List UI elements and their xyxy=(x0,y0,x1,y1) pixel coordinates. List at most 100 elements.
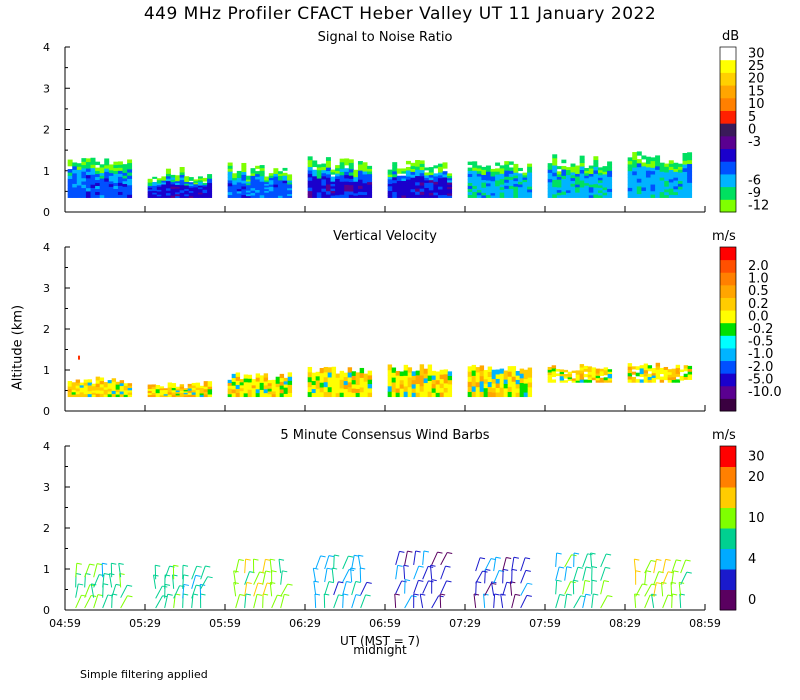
snr-cell xyxy=(264,188,270,191)
snr-cell xyxy=(522,186,528,189)
snr-cell xyxy=(188,189,194,192)
snr-cell xyxy=(607,170,613,174)
wind-barb-shaft xyxy=(483,593,486,608)
vv-cell xyxy=(423,368,429,374)
vv-cell xyxy=(591,367,597,371)
snr-cell xyxy=(499,178,505,182)
vv-cell xyxy=(471,380,477,387)
snr-cell xyxy=(387,183,393,187)
snr-cell xyxy=(259,178,265,182)
snr-cell xyxy=(282,172,288,176)
snr-cell xyxy=(259,170,265,174)
snr-cell xyxy=(428,182,434,186)
wind-barb-shaft xyxy=(324,568,328,583)
snr-cell xyxy=(325,160,331,165)
snr-cell xyxy=(485,180,491,184)
vv-cell xyxy=(443,373,449,379)
vv-cell xyxy=(659,376,665,380)
snr-cell xyxy=(673,188,679,193)
snr-cell xyxy=(348,184,354,189)
vv-cell xyxy=(467,366,473,372)
snr-cell xyxy=(565,192,571,196)
vv-cell xyxy=(423,387,429,393)
x-axis-label: UT (MST = 7) xyxy=(340,634,420,648)
snr-cell xyxy=(95,194,101,198)
snr-cell xyxy=(161,182,167,185)
snr-cell xyxy=(396,185,402,189)
wind-barb-flag xyxy=(270,581,276,584)
vv-cell xyxy=(195,389,201,393)
snr-cell xyxy=(72,194,78,198)
snr-cell xyxy=(165,178,171,182)
vv-cell xyxy=(155,388,161,392)
vv-cell xyxy=(659,367,665,372)
vv-cell xyxy=(163,395,169,398)
vv-cell xyxy=(559,380,565,383)
snr-cell xyxy=(641,169,647,174)
vv-cell xyxy=(71,382,77,386)
snr-cell xyxy=(367,181,373,185)
vv-cell xyxy=(415,379,421,385)
vv-cell xyxy=(335,381,341,386)
vv-cell xyxy=(399,392,405,398)
snr-cell xyxy=(575,165,581,169)
colorbar-label: -1.0 xyxy=(748,347,773,362)
vv-cell xyxy=(603,372,609,376)
snr-cell xyxy=(152,190,158,193)
wind-barb-shaft xyxy=(351,581,357,596)
colorbar-cell xyxy=(720,173,736,188)
wind-barb-shaft xyxy=(582,594,587,609)
vv-cell xyxy=(627,375,633,380)
snr-cell xyxy=(307,187,313,192)
wind-barb-shaft xyxy=(111,584,117,598)
snr-cell xyxy=(197,181,203,184)
snr-cell xyxy=(335,165,341,169)
wind-barb-flag xyxy=(257,582,263,585)
snr-cell xyxy=(552,154,558,159)
wind-barb-shaft xyxy=(331,568,335,583)
vv-cell xyxy=(355,380,361,385)
colorbar-label: -12 xyxy=(748,199,769,214)
snr-cell xyxy=(522,181,528,185)
snr-cell xyxy=(584,177,590,181)
colorbar-label: -0.5 xyxy=(748,335,773,350)
snr-cell xyxy=(687,163,693,168)
wind-barb-flag xyxy=(245,593,252,596)
snr-cell xyxy=(264,176,270,179)
snr-cell xyxy=(593,159,599,164)
vv-cell xyxy=(607,380,613,383)
snr-cell xyxy=(607,188,613,192)
snr-cell xyxy=(357,188,363,192)
snr-cell xyxy=(277,188,283,192)
snr-cell xyxy=(424,185,430,188)
vv-cell xyxy=(515,370,521,376)
vv-cell xyxy=(171,392,177,395)
snr-cell xyxy=(325,194,331,198)
snr-cell xyxy=(264,187,270,190)
snr-cell xyxy=(273,181,279,185)
snr-cell xyxy=(268,193,274,196)
vv-cell xyxy=(67,381,73,385)
snr-cell xyxy=(330,188,336,191)
vv-cell xyxy=(391,382,397,388)
vv-cell xyxy=(315,392,321,398)
snr-cell xyxy=(108,178,114,182)
snr-cell xyxy=(504,176,510,180)
vv-cell xyxy=(367,379,373,385)
vv-cell xyxy=(267,391,273,395)
snr-cell xyxy=(659,188,665,193)
snr-cell xyxy=(245,190,251,193)
vv-cell xyxy=(523,374,529,380)
snr-cell xyxy=(90,184,96,189)
snr-cell xyxy=(255,181,261,185)
vv-cell xyxy=(547,372,553,376)
wind-barb-shaft xyxy=(235,594,241,609)
snr-cell xyxy=(264,183,270,186)
colorbar-label: -6 xyxy=(748,173,761,188)
snr-cell xyxy=(405,191,411,195)
vv-cell xyxy=(263,377,269,382)
snr-cell xyxy=(517,189,523,193)
snr-cell xyxy=(170,186,176,189)
snr-cell xyxy=(197,186,203,190)
snr-cell xyxy=(357,161,363,165)
